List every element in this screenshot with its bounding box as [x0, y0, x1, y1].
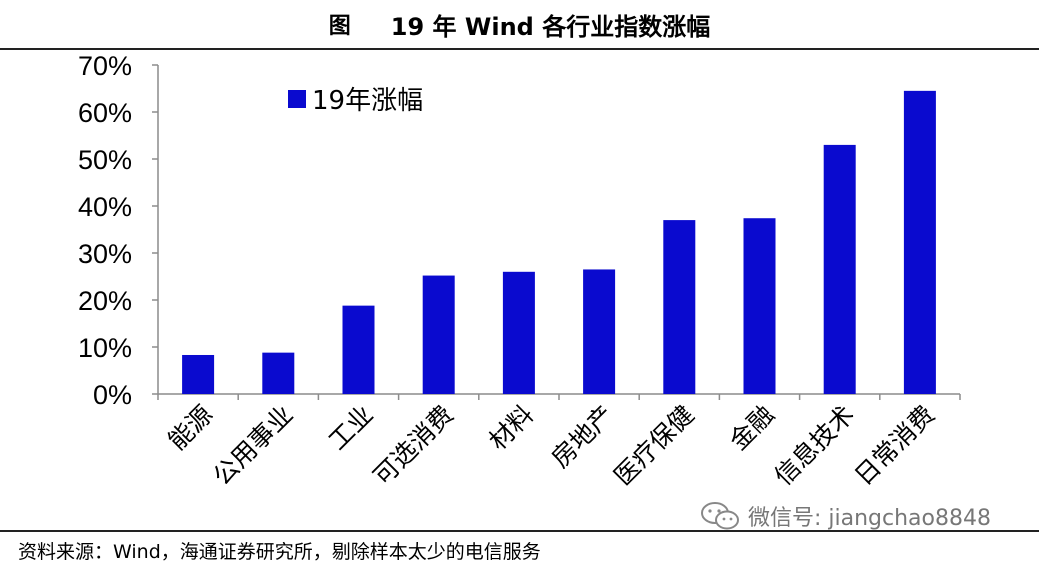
legend: 19年涨幅	[288, 86, 423, 116]
x-tick-label: 医疗保健	[608, 400, 699, 491]
y-tick-label: 50%	[78, 145, 132, 175]
x-tick-label: 材料	[483, 400, 539, 456]
y-tick-label: 10%	[78, 333, 132, 363]
x-tick-label: 房地产	[546, 400, 620, 474]
y-tick-label: 70%	[78, 51, 132, 81]
y-tick-label: 40%	[78, 192, 132, 222]
bar	[422, 275, 455, 394]
source-note: 资料来源：Wind，海通证券研究所，剔除样本太少的电信服务	[18, 541, 541, 563]
bottom-rule	[0, 530, 1039, 532]
legend-label: 19年涨幅	[312, 86, 423, 116]
bar	[823, 144, 856, 394]
legend-swatch	[288, 90, 306, 108]
bars	[182, 90, 936, 394]
x-tick-label: 金融	[724, 400, 780, 456]
bar	[903, 90, 936, 394]
y-tick-label: 30%	[78, 239, 132, 269]
x-tick-label: 可选消费	[368, 400, 459, 491]
y-tick-label: 60%	[78, 98, 132, 128]
bar	[743, 218, 776, 394]
bar	[502, 271, 535, 394]
y-tick-label: 0%	[93, 380, 132, 410]
bar	[583, 269, 616, 394]
bar	[262, 352, 295, 394]
axes: 0% 10% 20% 30% 40% 50% 60% 70%	[78, 51, 961, 410]
figure-title: 图 19 年 Wind 各行业指数涨幅	[0, 0, 1039, 48]
top-rule	[0, 48, 1039, 50]
bar	[182, 354, 215, 394]
x-tick-label: 工业	[323, 400, 379, 456]
bar	[342, 305, 375, 394]
x-tick-label: 能源	[162, 400, 218, 456]
x-tick-label: 信息技术	[769, 400, 860, 491]
y-tick-label: 20%	[78, 286, 132, 316]
watermark: 微信号: jiangchao8848	[700, 500, 991, 532]
wechat-icon	[701, 502, 739, 530]
chart-title: 19 年 Wind 各行业指数涨幅	[390, 12, 711, 41]
figure-label: 图	[328, 14, 351, 39]
x-tick-label: 公用事业	[207, 400, 298, 491]
x-tick-label: 日常消费	[849, 400, 940, 491]
watermark-text: 微信号: jiangchao8848	[748, 506, 991, 531]
bar	[663, 220, 696, 394]
